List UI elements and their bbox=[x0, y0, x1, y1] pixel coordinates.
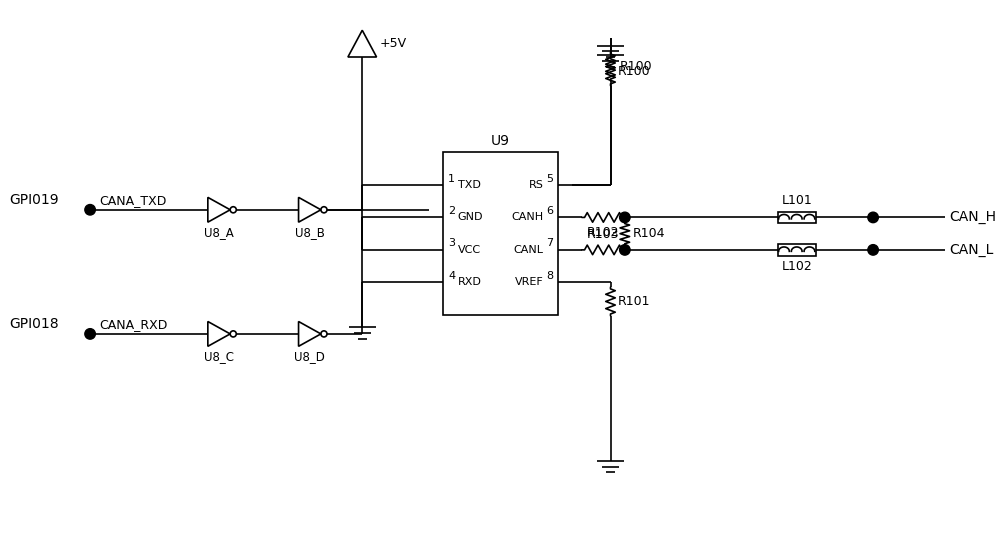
Bar bbox=[443, 153, 558, 315]
Circle shape bbox=[85, 205, 95, 215]
Text: U8_B: U8_B bbox=[295, 226, 325, 239]
Text: CANA_RXD: CANA_RXD bbox=[100, 318, 168, 331]
Text: R100: R100 bbox=[620, 60, 653, 73]
Circle shape bbox=[620, 245, 630, 255]
Text: U9: U9 bbox=[491, 134, 510, 148]
Text: R101: R101 bbox=[618, 295, 651, 308]
Text: 1: 1 bbox=[448, 173, 455, 184]
Text: GND: GND bbox=[458, 213, 483, 222]
Text: 2: 2 bbox=[448, 206, 455, 216]
Text: 7: 7 bbox=[546, 238, 553, 249]
Text: U8_C: U8_C bbox=[204, 350, 234, 363]
Circle shape bbox=[868, 245, 878, 255]
Text: R100: R100 bbox=[618, 65, 651, 78]
Text: GPI019: GPI019 bbox=[9, 193, 59, 207]
Text: CAN_L: CAN_L bbox=[949, 243, 994, 257]
Text: CAN_H: CAN_H bbox=[949, 211, 996, 224]
Text: VCC: VCC bbox=[458, 245, 481, 255]
Circle shape bbox=[868, 212, 878, 223]
Text: U8_A: U8_A bbox=[204, 226, 234, 239]
Text: CANA_TXD: CANA_TXD bbox=[100, 194, 167, 207]
Text: RS: RS bbox=[529, 180, 544, 190]
Text: L102: L102 bbox=[781, 260, 812, 273]
Text: CANH: CANH bbox=[512, 213, 544, 222]
Text: 3: 3 bbox=[448, 238, 455, 249]
Circle shape bbox=[85, 329, 95, 339]
Text: 5: 5 bbox=[546, 173, 553, 184]
Text: VREF: VREF bbox=[515, 277, 544, 287]
Text: GPI018: GPI018 bbox=[9, 317, 59, 331]
Text: RXD: RXD bbox=[458, 277, 482, 287]
Text: R104: R104 bbox=[632, 227, 665, 240]
Text: +5V: +5V bbox=[379, 37, 407, 50]
Text: L101: L101 bbox=[781, 194, 812, 207]
Bar bbox=[778, 212, 816, 223]
Circle shape bbox=[620, 212, 630, 223]
Text: R102: R102 bbox=[587, 226, 620, 239]
Text: 8: 8 bbox=[546, 271, 553, 281]
Bar bbox=[778, 244, 816, 256]
Text: U8_D: U8_D bbox=[294, 350, 325, 363]
Text: 6: 6 bbox=[546, 206, 553, 216]
Text: TXD: TXD bbox=[458, 180, 481, 190]
Text: R103: R103 bbox=[587, 228, 620, 241]
Text: CANL: CANL bbox=[514, 245, 544, 255]
Text: 4: 4 bbox=[448, 271, 455, 281]
